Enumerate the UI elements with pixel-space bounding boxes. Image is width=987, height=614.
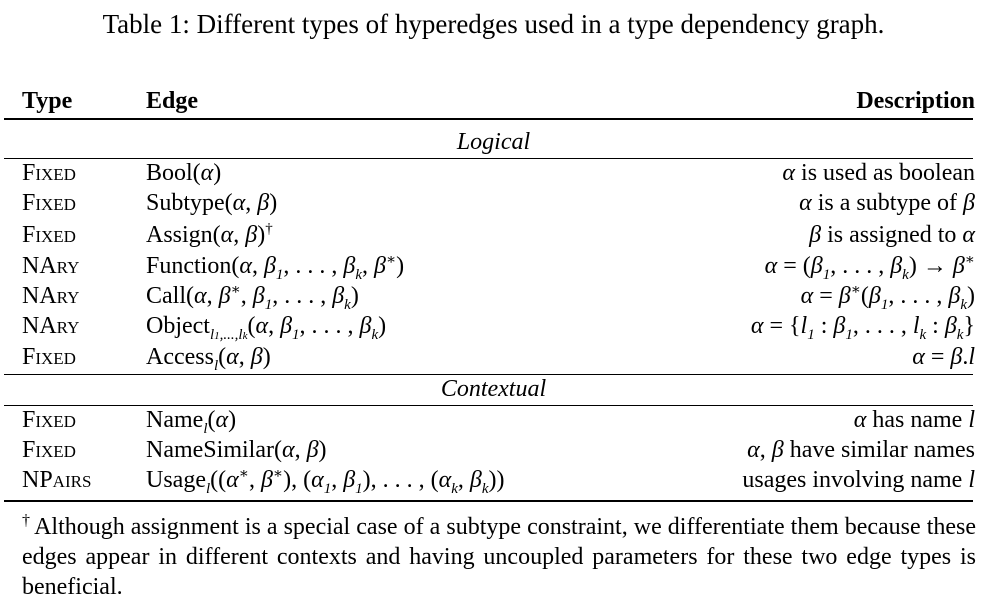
row-type: NAry <box>22 283 80 309</box>
row-edge: Call(α, β∗, β1, . . . , βk) <box>146 282 359 313</box>
row-type: Fixed <box>22 222 76 248</box>
footnote-mark: † <box>22 512 31 529</box>
section-rule-logical <box>4 158 973 159</box>
table-row: NAry Objectl1,...,lk(α, β1, . . . , βk) … <box>0 311 987 343</box>
row-edge: Assign(α, β)† <box>146 221 273 249</box>
header-rule <box>4 118 973 120</box>
row-type: Fixed <box>22 160 76 186</box>
footnote-ref: † <box>265 221 273 237</box>
row-edge: NameSimilar(α, β) <box>146 437 327 463</box>
table-row: Fixed Subtype(α, β) α is a subtype of β <box>0 188 987 218</box>
row-edge: Usagel((α∗, β∗), (α1, β1), . . . , (αk, … <box>146 466 505 497</box>
row-type: NAry <box>22 313 80 339</box>
row-type: Fixed <box>22 190 76 216</box>
header-edge: Edge <box>146 88 199 114</box>
table-caption: Table 1: Different types of hyperedges u… <box>102 9 885 39</box>
row-type: Fixed <box>22 344 76 370</box>
row-description: usages involving name l <box>742 467 975 493</box>
section-rule-contextual <box>4 405 973 406</box>
row-type: NAry <box>22 253 80 279</box>
section-logical: Logical <box>456 129 531 155</box>
footnote-text: Although assignment is a special case of… <box>22 514 977 600</box>
bottom-rule <box>4 500 973 502</box>
row-description: α has name l <box>853 407 975 433</box>
row-description: α = β∗(β1, . . . , βk) <box>800 282 975 313</box>
row-edge: Subtype(α, β) <box>146 190 278 216</box>
header-type: Type <box>22 88 73 114</box>
section-rule-top-contextual <box>4 374 973 375</box>
row-description: α = {l1 : β1, . . . , lk : βk} <box>750 313 975 343</box>
row-type: NPairs <box>22 467 92 493</box>
row-description: α = β.l <box>912 344 975 370</box>
row-description: β is assigned to α <box>809 222 975 248</box>
table-row: Fixed Bool(α) α is used as boolean <box>0 158 987 188</box>
row-description: α = (β1, . . . , βk) → β∗ <box>764 252 975 283</box>
row-description: α is a subtype of β <box>799 190 975 216</box>
row-edge: Bool(α) <box>146 160 222 186</box>
table-footnote: † Although assignment is a special case o… <box>22 512 976 602</box>
row-edge: Objectl1,...,lk(α, β1, . . . , βk) <box>146 313 387 343</box>
table-row: Fixed Accessl(α, β) α = β.l <box>0 342 987 374</box>
table-header: Type Edge Description <box>0 86 987 116</box>
table-row: Fixed Namel(α) α has name l <box>0 405 987 437</box>
row-edge: Namel(α) <box>146 407 237 437</box>
row-type: Fixed <box>22 407 76 433</box>
table-row: NAry Function(α, β1, . . . , βk, β∗) α =… <box>0 251 987 283</box>
header-description: Description <box>856 88 975 114</box>
table-row: NPairs Usagel((α∗, β∗), (α1, β1), . . . … <box>0 465 987 497</box>
row-type: Fixed <box>22 437 76 463</box>
table-row: Fixed Assign(α, β)† β is assigned to α <box>0 220 987 250</box>
row-description: α is used as boolean <box>782 160 975 186</box>
table-row: NAry Call(α, β∗, β1, . . . , βk) α = β∗(… <box>0 281 987 313</box>
row-edge: Function(α, β1, . . . , βk, β∗) <box>146 252 405 283</box>
row-edge: Accessl(α, β) <box>146 344 271 374</box>
table-row: Fixed NameSimilar(α, β) α, β have simila… <box>0 435 987 465</box>
section-contextual: Contextual <box>440 376 547 402</box>
row-description: α, β have similar names <box>747 437 975 463</box>
